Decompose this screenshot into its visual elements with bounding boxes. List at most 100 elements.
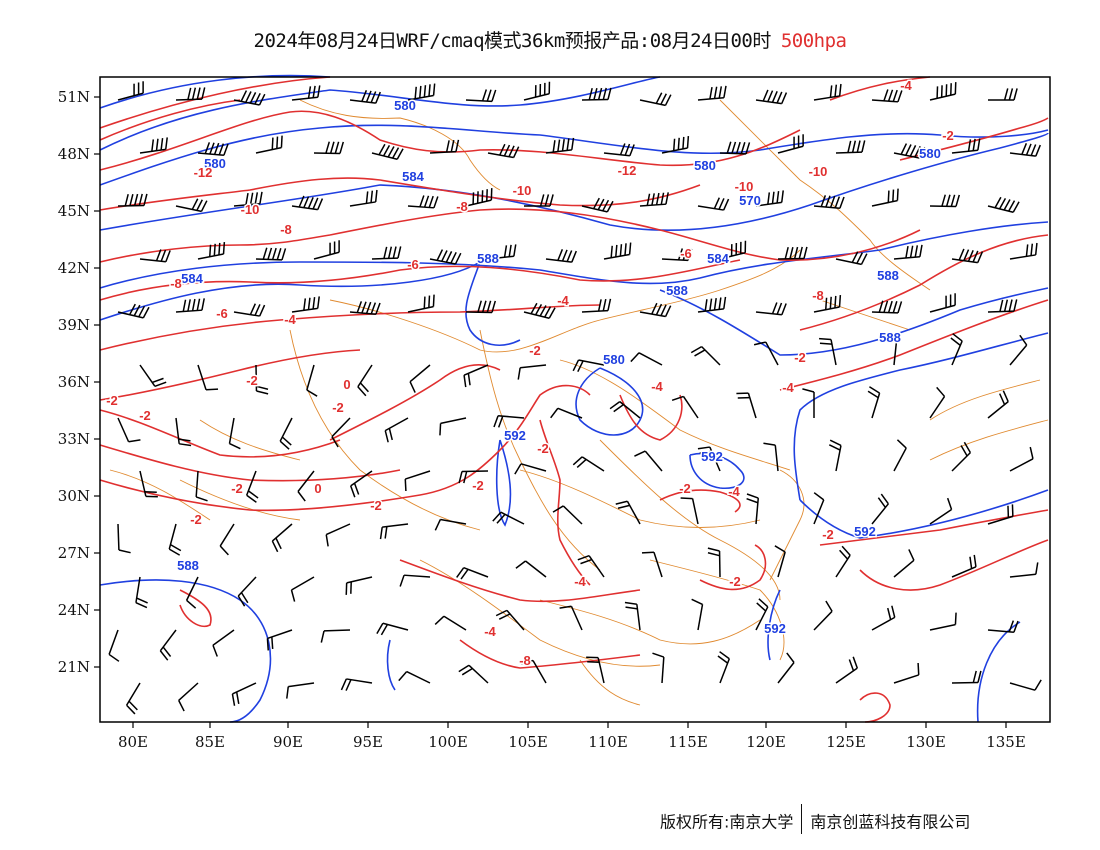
wind-barb <box>630 352 663 366</box>
lon-tick-label: 100E <box>428 733 468 751</box>
copyright-footer: 版权所有:南京大学 南京创蓝科技有限公司 <box>660 804 970 838</box>
wind-barb <box>690 345 721 366</box>
wind-barb <box>231 682 257 706</box>
wind-barb <box>523 81 551 101</box>
wind-barb <box>755 190 784 207</box>
temperature-contour-label: -2 <box>246 373 258 388</box>
wind-barb <box>835 545 851 578</box>
wind-barb <box>125 682 141 715</box>
height-contour-line <box>99 579 272 723</box>
wind-barb <box>197 364 219 391</box>
temperature-contour-label: -12 <box>194 165 213 180</box>
wind-barb <box>835 656 859 684</box>
wind-barb <box>835 140 866 154</box>
wind-barb <box>929 497 953 525</box>
wind-barb <box>429 249 462 265</box>
height-contour-label: 588 <box>666 283 688 298</box>
temperature-labels: -12-10-8-8-6-6-4-10-12-8-10-10-8-6-4-2-2… <box>105 77 956 670</box>
wind-barb <box>1009 143 1041 157</box>
height-contour-label: 584 <box>707 251 729 266</box>
wind-barb <box>175 417 192 447</box>
wind-barb <box>349 90 381 104</box>
wind-barb <box>552 505 583 525</box>
wind-barb <box>495 609 525 631</box>
temperature-contour-label: 0 <box>314 481 321 496</box>
wind-barb <box>697 197 730 211</box>
temperature-contour-label: -10 <box>241 202 260 217</box>
temperature-contour-line <box>99 177 701 211</box>
lat-tick-label: 24N <box>58 601 90 619</box>
height-contour-line <box>99 124 1049 186</box>
temperature-contour-label: -2 <box>794 350 806 365</box>
wind-barb <box>376 622 409 636</box>
lon-tick-label: 90E <box>273 733 303 751</box>
wind-barb <box>371 246 402 260</box>
wind-barb <box>929 386 946 419</box>
wind-barb <box>987 390 1009 419</box>
height-contour-label: 584 <box>181 271 203 286</box>
wind-barb <box>545 137 575 154</box>
wind-barb <box>603 242 632 260</box>
wind-barb <box>987 504 1014 525</box>
lat-tick-label: 30N <box>58 487 90 505</box>
wind-barb <box>487 143 520 159</box>
wind-barb <box>233 303 266 317</box>
map-frame <box>99 76 1051 723</box>
wind-barb <box>755 89 788 105</box>
temperature-contour-label: -2 <box>370 498 382 513</box>
wind-barb <box>774 545 786 578</box>
lon-tick-label: 110E <box>588 733 628 751</box>
wind-barb <box>139 364 167 388</box>
wind-barb <box>813 195 845 210</box>
temperature-contour-label: -2 <box>942 128 954 143</box>
wind-barb <box>517 364 547 380</box>
temperature-contour-label: -8 <box>812 288 824 303</box>
lat-tick-label: 42N <box>58 259 90 277</box>
wind-barb <box>893 244 923 260</box>
lat-tick-label: 33N <box>58 430 90 448</box>
wind-barb <box>951 138 981 154</box>
lat-tick-label: 45N <box>58 202 90 220</box>
wind-barb <box>135 576 148 609</box>
temperature-contour-line <box>859 539 1049 591</box>
wind-barb <box>178 682 199 712</box>
wind-barb <box>345 576 373 595</box>
wind-barb <box>313 240 340 260</box>
height-contour-label: 580 <box>204 156 226 171</box>
wind-barb <box>291 195 324 211</box>
wind-barb <box>175 298 205 313</box>
temperature-contour-label: -10 <box>735 179 754 194</box>
wind-barb <box>885 334 898 366</box>
lon-tick-label: 125E <box>826 733 866 751</box>
height-contour-label: 592 <box>854 524 876 539</box>
wind-barb <box>379 523 409 540</box>
wind-barb <box>168 523 182 556</box>
wind-barb <box>409 364 431 393</box>
temperature-contour-label: -2 <box>332 400 344 415</box>
temperature-contour-line <box>99 110 801 171</box>
temperature-contour-line <box>799 234 1049 331</box>
height-contours <box>99 74 1049 723</box>
wind-barb <box>139 470 158 498</box>
temperature-contour-line <box>99 76 331 129</box>
wind-barb <box>349 189 378 207</box>
wind-barb <box>581 87 612 101</box>
temperature-contour-line <box>99 234 331 263</box>
wind-barb <box>286 682 315 699</box>
temperature-contour-label: -2 <box>537 441 549 456</box>
height-contour-line <box>976 621 1021 723</box>
wind-barb <box>697 85 727 101</box>
temperature-contour-label: -10 <box>513 183 532 198</box>
temperature-contour-label: -2 <box>822 527 834 542</box>
wind-barb <box>233 191 263 207</box>
temperature-contour-label: -8 <box>456 199 468 214</box>
height-contour-label: 580 <box>694 158 716 173</box>
wind-barb <box>559 605 583 631</box>
wind-barb <box>641 551 663 578</box>
wind-barb <box>456 566 489 580</box>
wind-barb <box>523 302 556 320</box>
wind-barb <box>492 511 525 525</box>
wind-barb <box>313 141 345 155</box>
wind-barb <box>813 492 825 525</box>
wind-barb <box>237 576 257 607</box>
